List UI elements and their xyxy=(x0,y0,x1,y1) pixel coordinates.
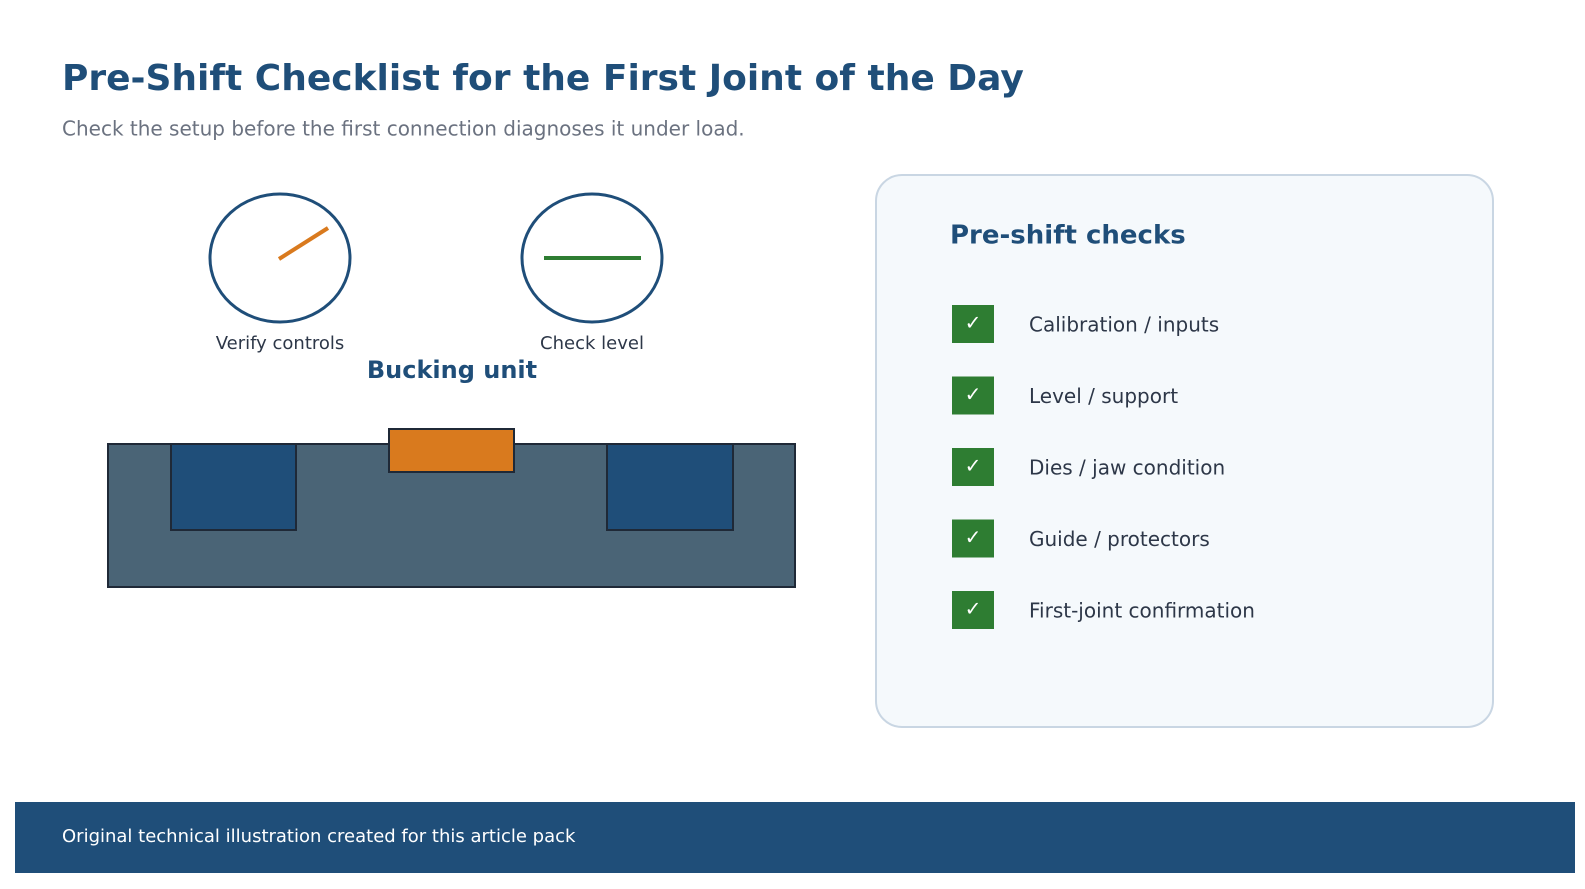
footer xyxy=(15,802,1575,873)
check-box xyxy=(952,519,994,558)
check-label: Guide / protectors xyxy=(1029,527,1210,551)
check-box xyxy=(952,305,994,343)
check-mark: ✓ xyxy=(965,525,982,549)
jaw xyxy=(606,443,734,531)
check-label: Calibration / inputs xyxy=(1029,313,1219,337)
check-box xyxy=(952,376,994,415)
check-box xyxy=(952,448,994,486)
subtitle: Check the setup before the first connect… xyxy=(62,117,745,141)
check-box xyxy=(952,591,994,629)
checklist: ✓ Calibration / inputs ✓ Level / support ✓ Di… xyxy=(952,305,1255,629)
check-mark: ✓ xyxy=(965,382,982,406)
check-mark: ✓ xyxy=(965,311,982,335)
gauge-label: Verify controls xyxy=(216,333,345,354)
check-label: Dies / jaw condition xyxy=(1029,456,1225,480)
panel xyxy=(875,174,1494,728)
title: Pre-Shift Checklist for the First Joint … xyxy=(62,58,1024,99)
check-mark: ✓ xyxy=(965,454,982,478)
footer-text: Original technical illustration created … xyxy=(62,826,576,847)
jaw xyxy=(170,443,297,531)
unit-label: Bucking unit xyxy=(367,356,537,384)
gauge-label: Check level xyxy=(540,333,644,354)
clamp xyxy=(388,428,515,473)
check-label: Level / support xyxy=(1029,384,1178,408)
check-label: First-joint confirmation xyxy=(1029,599,1255,623)
needle xyxy=(277,226,330,261)
panel-title: Pre-shift checks xyxy=(950,221,1186,251)
check-mark: ✓ xyxy=(965,597,982,621)
